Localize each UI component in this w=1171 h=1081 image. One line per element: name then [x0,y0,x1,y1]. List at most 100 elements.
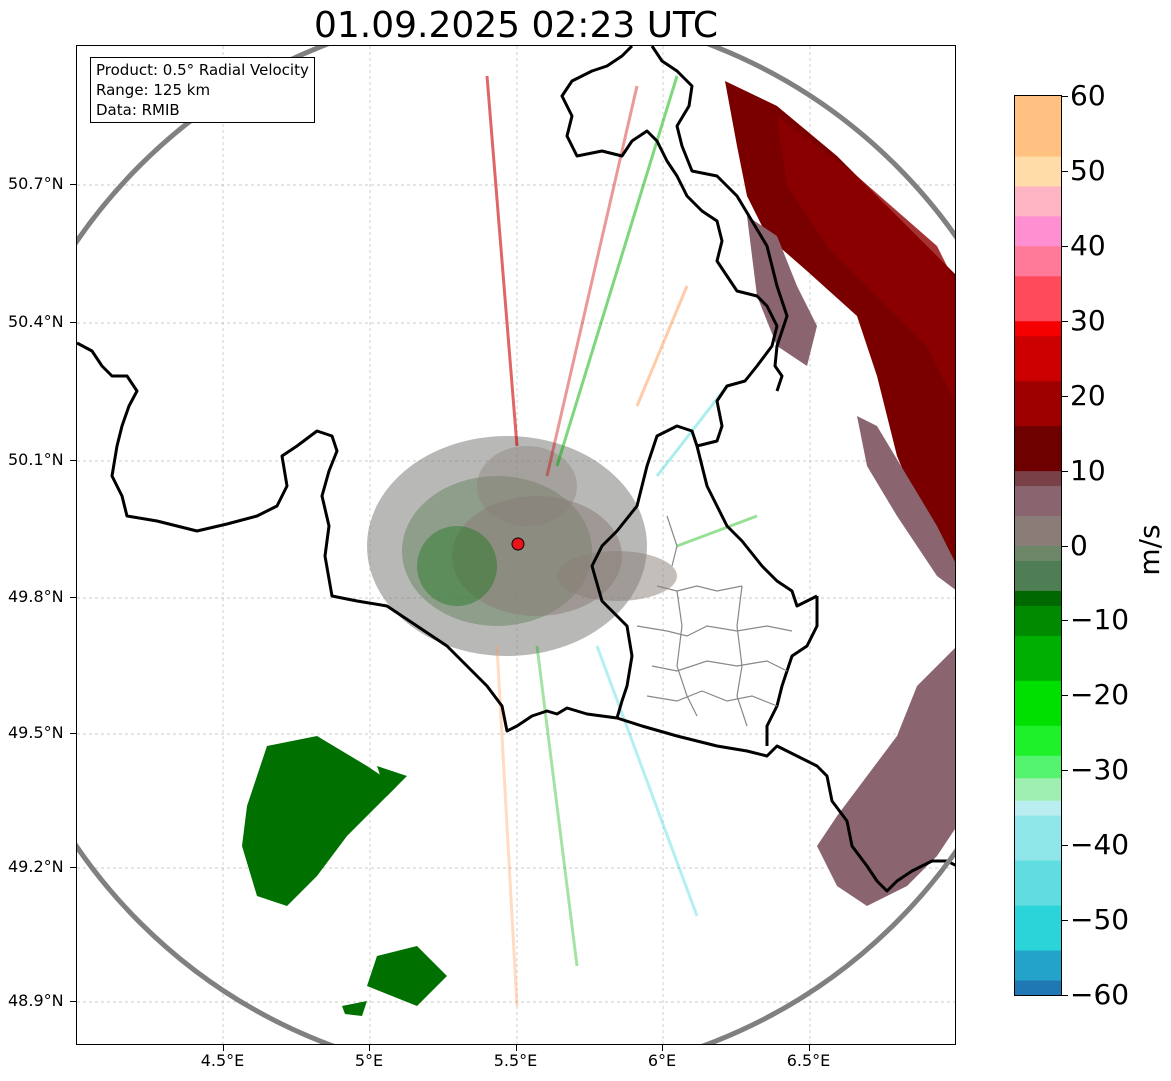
colorbar-segment [1015,905,1061,951]
lon-tick-label: 6°E [647,1051,677,1070]
colorbar-tick [1062,96,1068,97]
colorbar-tick [1062,695,1068,697]
colorbar-segment [1015,96,1061,157]
colorbar-segment [1015,335,1061,382]
echo-inbound-ne-dark [777,116,955,406]
lon-tick [515,1045,517,1051]
lon-tick-label: 5.5°E [493,1051,538,1070]
colorbar-segment [1015,800,1061,816]
info-range: Range: 125 km [96,81,211,99]
lat-tick-label: 49.8°N [8,587,64,606]
colorbar-tick [1062,770,1068,772]
colorbar-tick-label: 60 [1070,79,1106,112]
lat-tick [70,733,76,734]
colorbar-tick-label: 0 [1070,528,1088,562]
colorbar-tick-label: −30 [1070,753,1130,787]
colorbar-segment [1015,155,1061,187]
colorbar-segment [1015,485,1061,517]
lat-tick [70,184,76,185]
lon-tick [369,1045,370,1051]
lat-tick [70,1001,76,1002]
colorbar-segment [1015,275,1061,322]
info-data-source: Data: RMIB [96,101,180,119]
colorbar-segment [1015,245,1061,277]
colorbar-tick-label: 30 [1070,303,1106,337]
echo-sw-outbound [242,736,397,906]
border-fr-de-se [616,716,955,893]
colorbar-segment [1015,560,1061,591]
radar-site-marker [511,537,525,551]
radar-map: Product: 0.5° Radial Velocity Range: 125… [76,45,956,1045]
echo-sw-outbound-2 [377,766,407,796]
radar-map-canvas [77,46,955,1044]
colorbar-segment [1015,777,1061,801]
colorbar-tick-label: 10 [1070,453,1106,487]
border-be-fr [77,341,618,733]
colorbar-tick-label: −50 [1070,903,1130,937]
colorbar-segment [1015,860,1061,906]
colorbar-segment [1015,815,1061,861]
border-lu-de [590,424,818,719]
border-lu-fr-se [765,596,819,746]
velocity-colorbar [1014,95,1062,996]
colorbar-tick-label: 50 [1070,153,1106,187]
colorbar-tick-label: 20 [1070,378,1106,412]
info-box: Product: 0.5° Radial Velocity Range: 125… [90,57,315,123]
colorbar-segment [1015,980,1061,995]
lat-tick-label: 48.9°N [8,991,64,1010]
echo-central-clutter [367,436,677,656]
radar-echoes [242,75,955,1016]
colorbar-tick [1062,395,1068,397]
colorbar-tick-label: −20 [1070,678,1130,712]
colorbar-segment [1015,590,1061,606]
lat-tick-label: 50.7°N [8,174,64,193]
colorbar-tick [1062,845,1068,847]
colorbar-tick [1062,320,1068,322]
lat-tick [70,322,76,323]
lon-tick [222,1045,224,1051]
colorbar-segment [1015,755,1061,779]
border-ne-de-nl [650,46,789,392]
lon-tick [808,1045,810,1051]
lon-tick-label: 6.5°E [786,1051,831,1070]
colorbar-tick-label: −40 [1070,828,1130,862]
colorbar-tick-label: −10 [1070,603,1130,637]
colorbar-tick [1062,170,1068,172]
lon-tick [662,1045,663,1051]
colorbar-tick [1062,245,1068,247]
lat-tick-label: 50.4°N [8,312,64,331]
colorbar-segment [1015,545,1061,561]
colorbar-segment [1015,185,1061,217]
map-title: 01.09.2025 02:23 UTC [313,5,719,46]
lat-tick [70,460,76,461]
colorbar-segment [1015,380,1061,427]
info-product: Product: 0.5° Radial Velocity [96,61,309,79]
colorbar-segment [1015,425,1061,472]
colorbar-segment [1015,515,1061,546]
lat-tick-label: 50.1°N [8,450,64,469]
echo-ne-gray-lower [857,416,955,591]
internal-borders [636,515,793,727]
colorbar-segment [1015,470,1061,487]
echo-s-outbound [367,946,447,1006]
lon-tick-label: 5°E [354,1051,384,1070]
colorbar-tick [1062,995,1068,996]
echo-ne-mixed [747,216,817,366]
colorbar-segment [1015,635,1061,681]
colorbar-segment [1015,680,1061,726]
lat-tick-label: 49.2°N [8,857,64,876]
colorbar-segment [1015,725,1061,756]
colorbar-tick-label: −60 [1070,978,1130,1011]
echo-inbound-ne [725,81,955,591]
colorbar-segment [1015,605,1061,636]
colorbar-segment [1015,320,1061,337]
echo-s-outbound-2 [342,1001,367,1016]
lon-tick-label: 4.5°E [200,1051,245,1070]
colorbar-tick [1062,545,1068,547]
border-de-be [560,46,779,448]
country-borders [77,46,955,893]
colorbar-segment [1015,950,1061,981]
lat-tick [70,867,76,868]
colorbar-tick [1062,620,1068,622]
colorbar-tick [1062,920,1068,922]
